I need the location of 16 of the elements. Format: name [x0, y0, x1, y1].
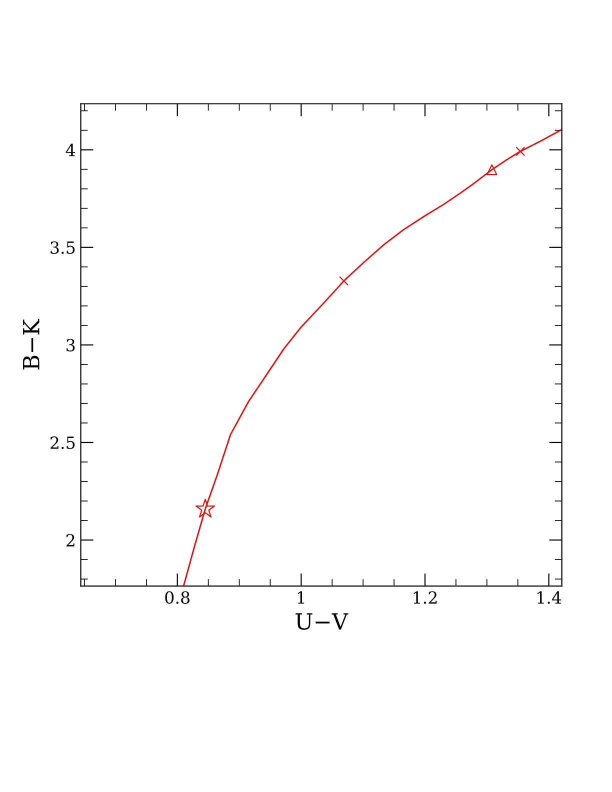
y-tick-label: 2 [66, 534, 74, 546]
point [516, 146, 526, 156]
y-axis-title: B−K [23, 318, 40, 370]
y-tick-label: 2.5 [50, 436, 75, 450]
x-axis-title: U−V [296, 613, 348, 630]
x-tick-label: 1.4 [538, 591, 562, 604]
y-tick-label: 3 [66, 338, 75, 352]
y-tick-label: 3.5 [50, 241, 75, 254]
line-series [182, 128, 562, 586]
x-tick-label: 1 [298, 591, 304, 604]
x-tick-label: 1.2 [414, 591, 437, 604]
point [339, 276, 349, 286]
point [486, 164, 498, 176]
x-tick-label: 0.8 [165, 591, 190, 604]
y-tick-label: 4 [66, 144, 76, 156]
point [195, 498, 216, 518]
